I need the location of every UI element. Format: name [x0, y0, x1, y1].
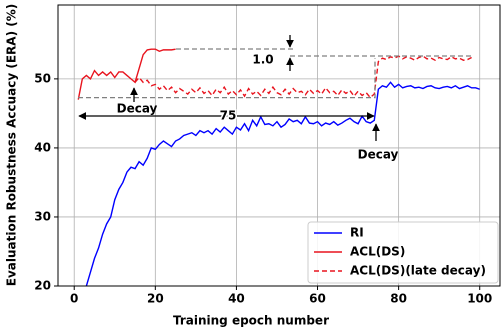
x-tick-label: 20	[147, 292, 164, 306]
reference-lines	[78, 35, 474, 141]
annotation: Decay	[358, 148, 399, 162]
x-tick-label: 60	[309, 292, 326, 306]
legend-label: ACL(DS)(late decay)	[350, 264, 486, 278]
x-tick-label: 80	[390, 292, 407, 306]
annotation: Decay	[117, 102, 158, 116]
x-tick-label: 100	[467, 292, 492, 306]
y-tick-label: 50	[34, 71, 51, 85]
series-line	[77, 48, 176, 100]
x-tick-label: 40	[228, 292, 245, 306]
series-line	[85, 81, 480, 286]
ref-line	[78, 58, 376, 99]
y-tick-label: 40	[34, 140, 51, 154]
plot-frame	[57, 4, 501, 287]
y-tick-label: 30	[34, 209, 51, 223]
legend-box	[307, 221, 499, 284]
annotation: 75	[220, 109, 237, 123]
legend: RI ACL(DS) ACL(DS)(late decay)	[307, 221, 499, 284]
legend-label: ACL(DS)	[350, 245, 405, 259]
y-axis-label: Evaluation Robustness Accuacy (ERA) (%)	[5, 4, 19, 286]
x-tick-label: 0	[70, 292, 78, 306]
x-axis-label: Training epoch number	[173, 314, 329, 328]
series-line	[134, 55, 472, 99]
y-tick-label: 20	[34, 279, 51, 293]
annotation: 1.0	[252, 53, 273, 67]
legend-label: RI	[350, 226, 364, 240]
